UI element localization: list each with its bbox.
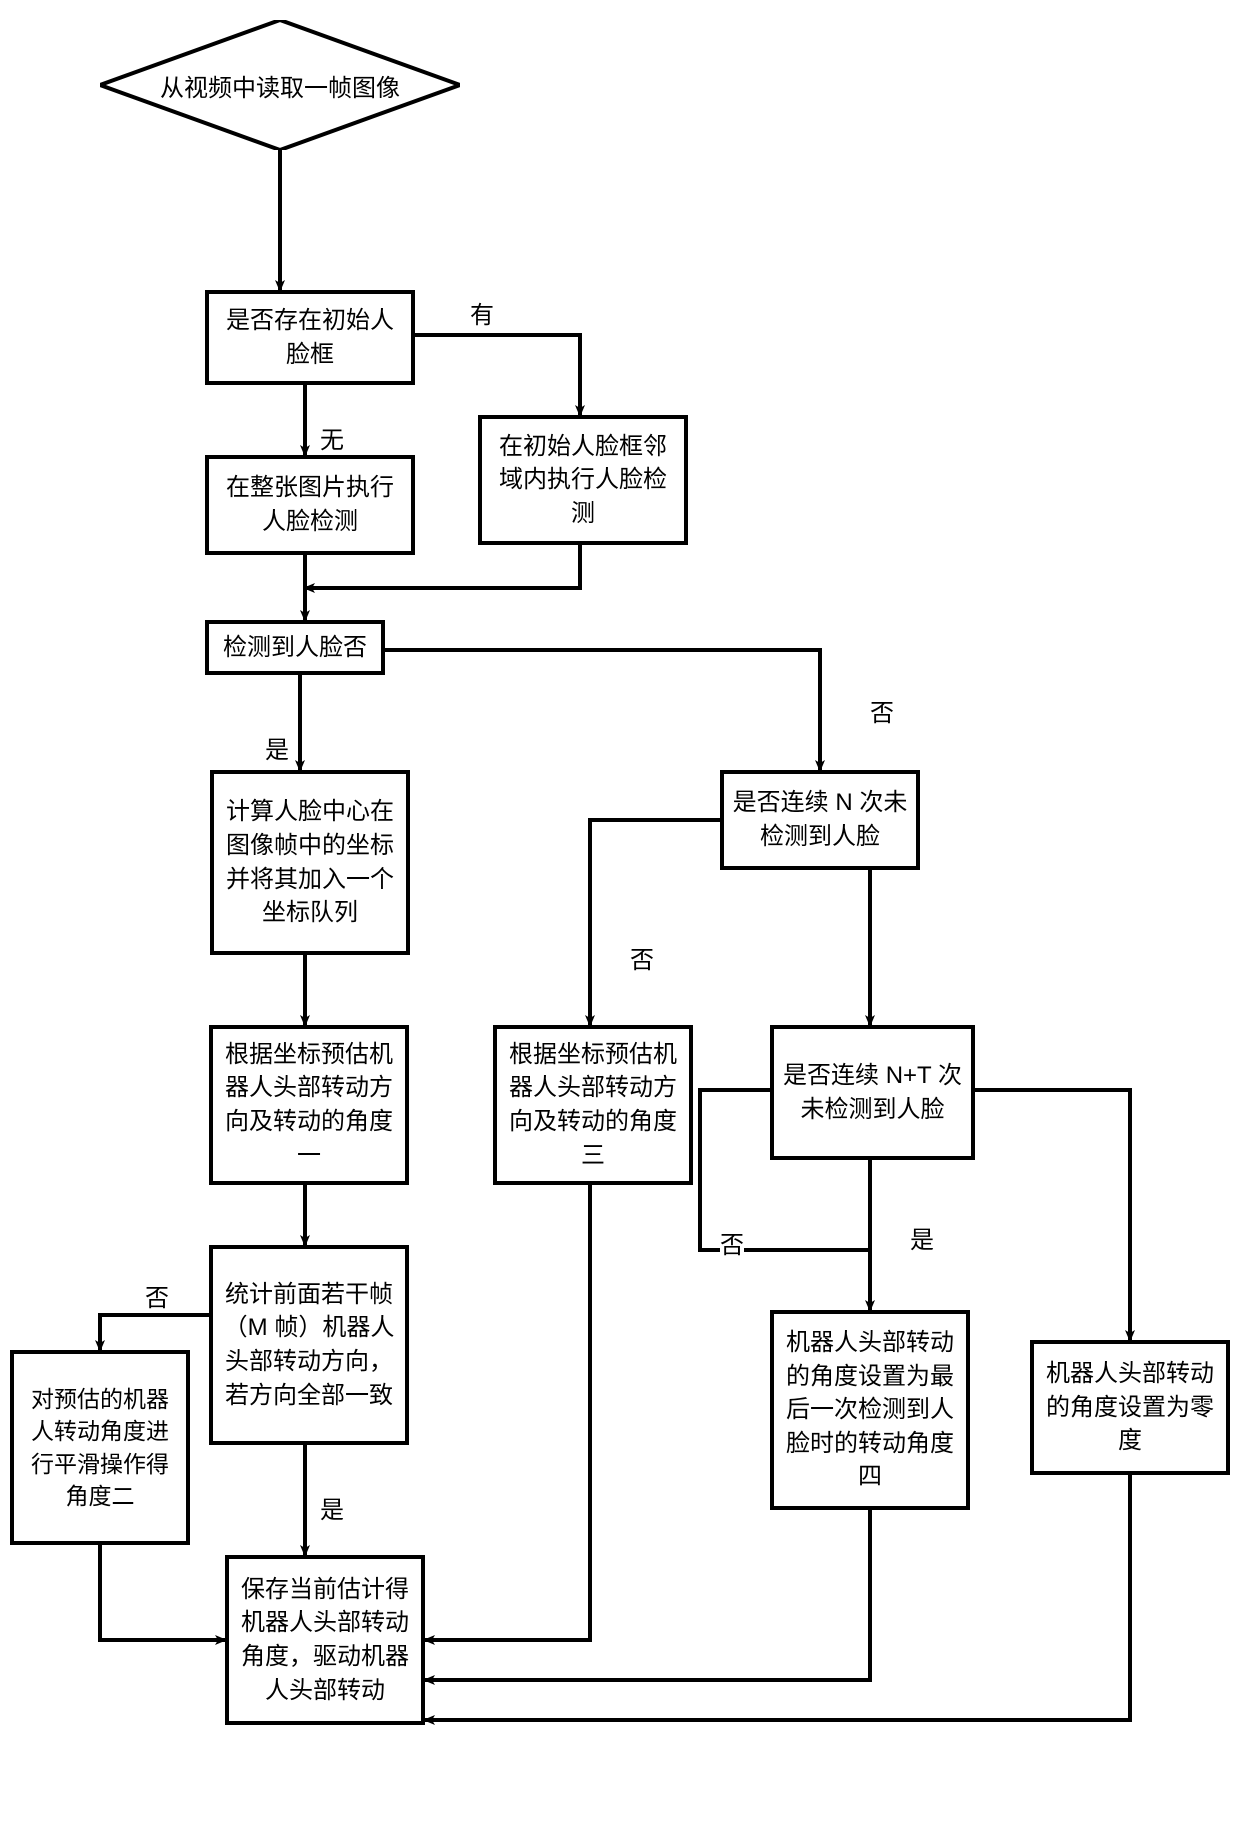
node-initial-face-box: 是否存在初始人脸框 [205,290,415,385]
node-text: 从视频中读取一帧图像 [100,20,460,150]
node-text: 根据坐标预估机器人头部转动方向及转动的角度三 [505,1038,681,1172]
edge-label-yes: 有 [470,295,494,330]
node-text: 根据坐标预估机器人头部转动方向及转动的角度一 [221,1038,397,1172]
node-check-m-frames: 统计前面若干帧（M 帧）机器人头部转动方向，若方向全部一致 [209,1245,409,1445]
node-text: 保存当前估计得机器人头部转动角度，驱动机器人头部转动 [237,1573,413,1707]
edge-label-yes: 是 [320,1490,344,1525]
node-last-angle-4: 机器人头部转动的角度设置为最后一次检测到人脸时的转动角度四 [770,1310,970,1510]
node-text: 机器人头部转动的角度设置为零度 [1042,1357,1218,1458]
edge-label-yes: 是 [265,730,289,765]
node-text: 是否存在初始人脸框 [217,304,403,371]
node-text: 在初始人脸框邻域内执行人脸检测 [490,430,676,531]
edge-label-no: 否 [870,693,894,728]
node-text: 检测到人脸否 [223,631,367,665]
node-full-image-detect: 在整张图片执行人脸检测 [205,455,415,555]
edge-label-no: 否 [630,940,654,975]
edge-label-no: 否 [145,1278,169,1313]
node-text: 机器人头部转动的角度设置为最后一次检测到人脸时的转动角度四 [782,1326,958,1494]
node-estimate-angle-3: 根据坐标预估机器人头部转动方向及转动的角度三 [493,1025,693,1185]
node-save-drive: 保存当前估计得机器人头部转动角度，驱动机器人头部转动 [225,1555,425,1725]
node-face-detected: 检测到人脸否 [205,620,385,675]
node-text: 在整张图片执行人脸检测 [217,471,403,538]
node-smooth-angle-2: 对预估的机器人转动角度进行平滑操作得角度二 [10,1350,190,1545]
node-n-consecutive: 是否连续 N 次未检测到人脸 [720,770,920,870]
node-estimate-angle-1: 根据坐标预估机器人头部转动方向及转动的角度一 [209,1025,409,1185]
node-text: 是否连续 N+T 次未检测到人脸 [782,1059,963,1126]
node-text: 是否连续 N 次未检测到人脸 [732,786,908,853]
flowchart-connectors [0,0,1240,1828]
node-neighborhood-detect: 在初始人脸框邻域内执行人脸检测 [478,415,688,545]
node-nt-consecutive: 是否连续 N+T 次未检测到人脸 [770,1025,975,1160]
node-calc-center: 计算人脸中心在图像帧中的坐标并将其加入一个坐标队列 [210,770,410,955]
node-angle-zero: 机器人头部转动的角度设置为零度 [1030,1340,1230,1475]
edge-label-no: 否 [720,1225,744,1260]
edge-label-yes: 是 [910,1220,934,1255]
node-text: 统计前面若干帧（M 帧）机器人头部转动方向，若方向全部一致 [221,1278,397,1412]
flowchart-start-diamond: 从视频中读取一帧图像 [100,20,460,150]
node-text: 对预估的机器人转动角度进行平滑操作得角度二 [22,1383,178,1512]
edge-label-no: 无 [320,420,344,455]
node-text: 计算人脸中心在图像帧中的坐标并将其加入一个坐标队列 [222,795,398,929]
